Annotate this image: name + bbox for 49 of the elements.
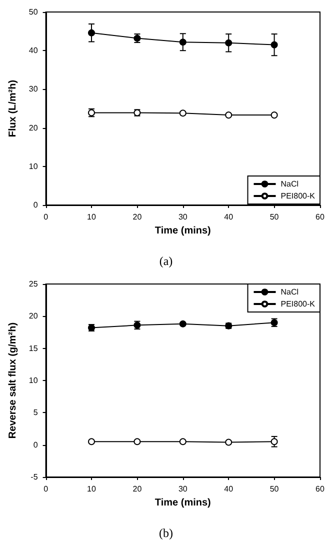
point — [225, 112, 232, 119]
x-tick-label: 20 — [132, 484, 142, 494]
point — [270, 438, 278, 446]
x-tick-label: 30 — [178, 212, 188, 222]
x-tick-label: 60 — [316, 484, 325, 494]
y-tick-label: 25 — [28, 280, 38, 288]
x-tick-label: 20 — [132, 212, 142, 222]
y-tick-label: 0 — [33, 440, 38, 450]
y-tick-label: 0 — [33, 200, 38, 210]
y-tick-label: 10 — [28, 376, 38, 385]
point — [88, 438, 95, 446]
y-axis-title: Reverse salt flux (g/m²h) — [8, 322, 18, 439]
legend-label: NaCl — [280, 288, 299, 296]
legend-label: PEI800-K — [280, 192, 316, 200]
y-tick-label: 40 — [28, 46, 38, 56]
text: (a) — [158, 253, 174, 270]
y-tick-label: 20 — [28, 123, 38, 132]
point — [179, 320, 186, 328]
point — [270, 41, 278, 48]
x-tick-label: 50 — [270, 484, 280, 494]
x-tick-label: 0 — [44, 212, 49, 222]
x-tick-label: 60 — [316, 212, 325, 222]
point — [225, 39, 232, 46]
y-tick-label: 15 — [28, 344, 38, 353]
y-tick-label: 30 — [28, 84, 38, 94]
point — [88, 29, 95, 36]
point — [179, 438, 186, 446]
y-tick-label: 5 — [33, 408, 38, 418]
text: (b) — [158, 525, 174, 542]
point — [179, 38, 186, 46]
y-tick-label: -5 — [30, 472, 38, 482]
x-tick-label: 10 — [87, 212, 96, 222]
x-axis-title: Time (mins) — [154, 225, 211, 236]
y-axis-title: Flux (L/m²h) — [8, 80, 18, 138]
legend-label: NaCl — [280, 180, 299, 188]
x-tick-label: 40 — [224, 212, 234, 222]
y-tick-label: 20 — [28, 312, 38, 321]
point — [270, 112, 278, 119]
point — [225, 438, 232, 446]
x-tick-label: 50 — [270, 212, 280, 222]
point — [134, 438, 141, 446]
x-tick-label: 30 — [178, 484, 188, 494]
x-tick-label: 0 — [44, 484, 49, 494]
legend-label: PEI800-K — [280, 300, 316, 308]
x-tick-label: 40 — [224, 484, 234, 494]
x-axis-title: Time (mins) — [154, 497, 211, 508]
y-tick-label: 10 — [28, 162, 38, 171]
y-tick-label: 50 — [28, 8, 38, 16]
x-tick-label: 10 — [87, 484, 96, 494]
